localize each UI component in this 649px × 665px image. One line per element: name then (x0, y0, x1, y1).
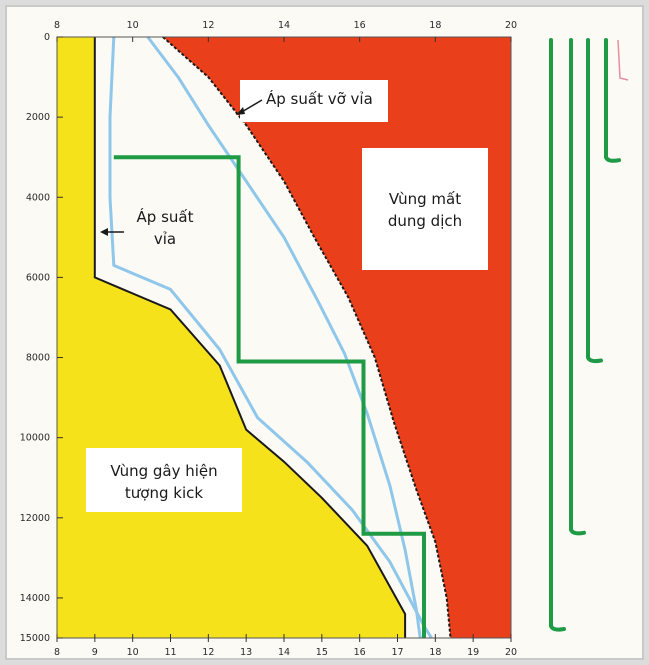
casing-string (549, 38, 566, 632)
top-tick-label: 16 (354, 20, 366, 31)
top-tick-label: 10 (127, 20, 139, 31)
bottom-tick-label: 8 (54, 647, 60, 658)
casing-string (604, 38, 621, 163)
bottom-tick-label: 13 (240, 647, 252, 658)
bottom-tick-label: 15 (316, 647, 328, 658)
casing-string (569, 38, 586, 536)
fracture-arrow-head (236, 107, 245, 115)
pore-pressure-curve (93, 37, 407, 638)
top-tick-label: 18 (429, 20, 441, 31)
casing-strings-illustration (549, 38, 621, 632)
top-axis-ticks: 8 10 12 14 16 18 20 (54, 20, 517, 42)
left-tick-label: 8000 (26, 353, 50, 364)
loss-zone-label-line1: Vùng mất (389, 190, 461, 208)
pore-pressure-label-line1: Áp suất (137, 207, 194, 226)
mud-weight-lower-line (108, 36, 433, 639)
kick-zone-label-line2: tượng kick (125, 484, 203, 502)
casing-design-steps (113, 155, 426, 638)
top-tick-label: 20 (505, 20, 517, 31)
mud-weight-upper-line (146, 36, 422, 639)
pore-arrow-head (100, 228, 108, 236)
left-tick-label: 6000 (26, 272, 50, 283)
bottom-tick-label: 19 (467, 647, 479, 658)
bottom-tick-label: 12 (202, 647, 214, 658)
bottom-tick-label: 10 (127, 647, 139, 658)
left-tick-label: 2000 (26, 112, 50, 123)
kick-zone-label-line1: Vùng gây hiện (110, 462, 217, 480)
left-tick-label: 15000 (20, 633, 50, 644)
bottom-tick-label: 17 (391, 647, 403, 658)
bottom-axis-ticks: 8 9 10 11 12 13 14 15 16 17 18 19 20 (54, 634, 517, 658)
left-tick-label: 4000 (26, 192, 50, 203)
left-tick-label: 0 (44, 32, 50, 43)
bottom-tick-label: 20 (505, 647, 517, 658)
pink-mark (617, 39, 629, 81)
fracture-label-box (240, 80, 388, 122)
casing-string (586, 38, 603, 364)
left-axis-ticks: 0 2000 4000 6000 8000 10000 12000 14000 15000 (20, 32, 63, 644)
left-tick-label: 10000 (20, 433, 50, 444)
left-tick-label: 12000 (20, 513, 50, 524)
fracture-pressure-label: Áp suất vỡ vỉa (266, 89, 373, 108)
bottom-tick-label: 14 (278, 647, 290, 658)
loss-zone-label-line2: dung dịch (388, 212, 462, 230)
fracture-pressure-curve (162, 36, 452, 639)
top-tick-label: 8 (54, 20, 60, 31)
bottom-tick-label: 11 (164, 647, 176, 658)
top-tick-label: 12 (202, 20, 214, 31)
pore-pressure-label-line2: vỉa (154, 230, 176, 248)
bottom-tick-label: 18 (429, 647, 441, 658)
bottom-tick-label: 9 (92, 647, 98, 658)
top-tick-label: 14 (278, 20, 290, 31)
loss-zone-label-box (362, 148, 488, 270)
left-tick-label: 14000 (20, 593, 50, 604)
kick-zone-label-box (86, 448, 242, 512)
bottom-tick-label: 16 (354, 647, 366, 658)
